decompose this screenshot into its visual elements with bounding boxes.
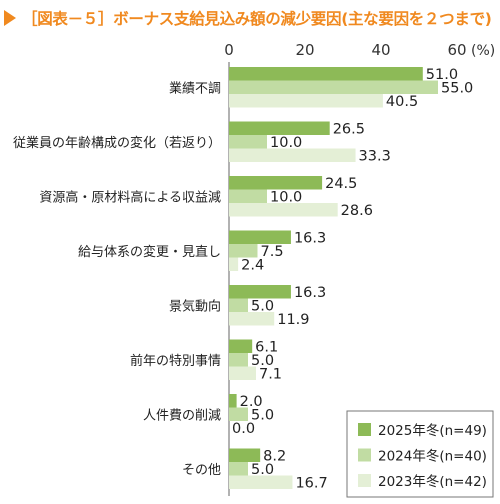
title-arrow-icon [4,10,16,26]
bar-2023 [229,312,275,326]
data-label: 11.9 [277,312,309,328]
bar-2024 [229,244,258,258]
category-label: 人件費の削減 [143,407,221,423]
data-label: 10.0 [270,135,302,151]
data-label: 5.0 [251,353,274,369]
data-label: 8.2 [263,449,286,465]
bar-2025 [229,176,323,190]
category-label: 資源高・原材料高による収益減 [39,189,221,205]
data-label: 5.0 [251,299,274,315]
bar-2025 [229,67,423,81]
legend-label: 2023年冬(n=42) [378,474,487,490]
category-label: 業績不調 [169,80,221,96]
data-label: 33.3 [359,149,391,165]
data-label: 26.5 [333,122,365,138]
legend-swatch [358,423,371,436]
bar-2023 [229,148,356,162]
category-label: その他 [182,463,221,478]
data-label: 2.4 [241,258,264,274]
data-label: 5.0 [251,408,274,424]
data-label: 28.6 [341,203,373,219]
bar-2023 [229,366,256,380]
bar-2023 [229,203,338,217]
x-unit-label: (%) [471,43,495,59]
category-label: 給与体系の変更・見直し [78,244,221,260]
bar-2023 [229,257,239,271]
legend-label: 2024年冬(n=40) [378,449,487,465]
chart-title-row: ［図表－５］ボーナス支給見込み額の減少要因(主な要因を２つまで) [4,6,492,30]
data-label: 16.3 [294,285,326,301]
legend-swatch [358,448,371,462]
category-label: 従業員の年齢構成の変化（若返り） [13,135,221,151]
legend-label: 2025年冬(n=49) [378,423,487,439]
data-label: 7.1 [259,367,282,383]
bar-2025 [229,394,237,408]
data-label: 55.0 [441,81,473,97]
bar-2025 [229,339,253,353]
data-label: 51.0 [426,67,458,83]
data-label: 7.5 [261,244,284,260]
x-tick-label: 60 [447,41,466,59]
bar-2024 [229,189,267,203]
bar-2024 [229,353,248,367]
chart-title: ［図表－５］ボーナス支給見込み額の減少要因(主な要因を２つまで) [22,10,492,28]
bar-2024 [229,462,248,476]
data-label: 5.0 [251,462,274,478]
data-label: 6.1 [255,340,278,356]
x-tick-label: 0 [224,41,234,59]
data-label: 10.0 [270,190,302,206]
data-label: 24.5 [325,176,357,192]
x-tick-label: 40 [371,41,390,59]
bar-2024 [229,298,248,312]
data-label: 2.0 [240,394,263,410]
data-label: 40.5 [386,94,418,110]
bar-2024 [229,80,438,94]
bar-2025 [229,121,330,135]
legend-box [346,410,494,498]
bar-2024 [229,407,248,421]
x-tick-label: 20 [295,41,314,59]
legend-swatch [358,474,371,487]
data-label: 16.3 [294,231,326,247]
data-label: 0.0 [232,421,255,437]
bar-2025 [229,448,261,462]
bar-2023 [229,475,293,489]
category-label: 景気動向 [169,298,221,314]
category-label: 前年の特別事情 [130,353,221,369]
bar-2024 [229,135,267,149]
bar-2025 [229,285,291,299]
data-label: 16.7 [295,476,327,492]
bar-2025 [229,230,291,244]
bar-2023 [229,94,383,108]
